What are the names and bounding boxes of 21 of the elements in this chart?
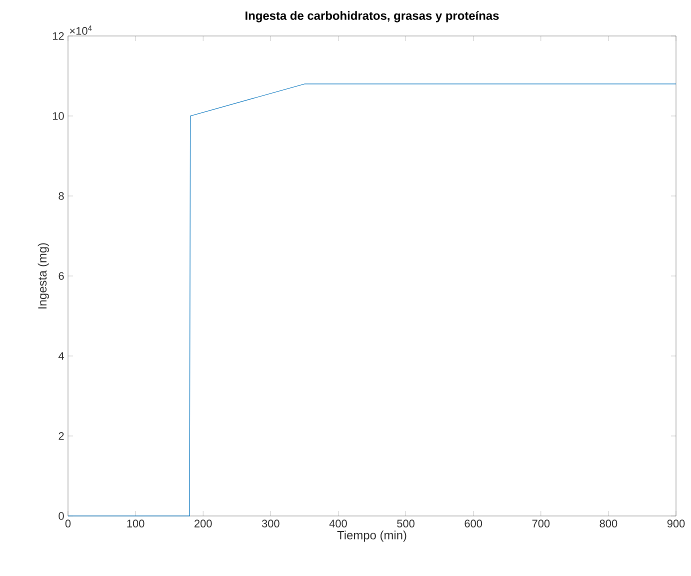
x-tick-label: 0 xyxy=(65,520,71,528)
y-tick-label: 8 xyxy=(58,192,64,200)
x-tick-label: 600 xyxy=(464,520,482,528)
x-tick-label: 300 xyxy=(262,520,280,528)
y-tick-label: 4 xyxy=(58,352,64,360)
x-tick-label: 400 xyxy=(329,520,347,528)
x-tick-label: 100 xyxy=(127,520,144,528)
y-axis-title: Ingesta (mg) xyxy=(38,243,49,308)
y-tick-label: 2 xyxy=(58,432,64,440)
y-tick-label: 0 xyxy=(58,512,64,520)
y-tick-label: 6 xyxy=(58,272,64,280)
x-tick-label: 200 xyxy=(194,520,212,528)
text: ×10$^{4}$ xyxy=(70,25,92,35)
x-tick-label: 500 xyxy=(397,520,414,528)
chart-title: Ingesta de carbohidratos, grasas y proteínas xyxy=(246,11,499,22)
x-axis-title: Tiempo (min) xyxy=(337,530,406,542)
y-tick-label: 12 xyxy=(52,32,64,40)
x-tick-label: 900 xyxy=(667,520,685,528)
x-tick-label: 800 xyxy=(600,520,618,528)
y-tick-label: 10 xyxy=(52,112,64,120)
x-tick-label: 700 xyxy=(532,520,550,528)
